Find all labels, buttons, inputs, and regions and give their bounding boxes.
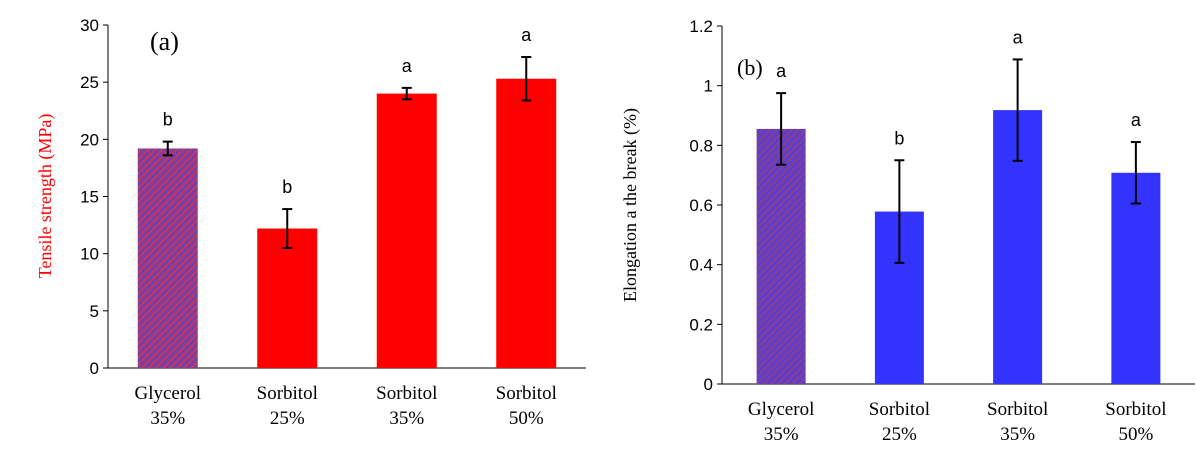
x-tick-label-line2: 25% xyxy=(882,424,917,445)
x-tick-label-line2: 35% xyxy=(764,424,799,445)
y-tick-label: 10 xyxy=(80,245,99,264)
significance-label: a xyxy=(521,25,532,45)
y-tick-label: 0 xyxy=(704,375,713,394)
significance-label: a xyxy=(776,61,787,81)
significance-label: a xyxy=(402,56,413,76)
chart-a: (a) Tensile strength (MPa) 0 5 10 15 20 25 30 b… xyxy=(35,16,586,429)
y-tick-label: 5 xyxy=(90,302,99,321)
panel-label-b: (b) xyxy=(737,55,763,80)
x-tick-label: Glycerol xyxy=(748,399,814,420)
y-tick-label: 25 xyxy=(80,73,99,92)
x-tick-label-line2: 35% xyxy=(389,408,424,429)
significance-label: b xyxy=(894,128,904,148)
y-tick-label: 20 xyxy=(80,130,99,149)
x-tick-label: Sorbitol xyxy=(1105,399,1166,420)
x-tick-label: Sorbitol xyxy=(869,399,930,420)
y-tick-label: 15 xyxy=(80,188,99,207)
x-tick-label: Sorbitol xyxy=(257,383,318,404)
bar xyxy=(137,148,198,368)
x-tick-label-line2: 50% xyxy=(1118,424,1153,445)
significance-label: a xyxy=(1013,27,1024,47)
x-tick-label-line2: 35% xyxy=(150,408,185,429)
bar xyxy=(756,128,806,384)
y-tick-label: 1.2 xyxy=(689,17,713,36)
y-tick-label: 0.2 xyxy=(689,315,713,334)
bar xyxy=(496,78,557,368)
x-tick-label: Sorbitol xyxy=(376,383,437,404)
significance-label: a xyxy=(1131,110,1142,130)
x-tick-label: Glycerol xyxy=(135,383,201,404)
x-tick-label: Sorbitol xyxy=(987,399,1048,420)
y-tick-label: 30 xyxy=(80,16,99,35)
significance-label: b xyxy=(163,110,173,130)
panel-label-a: (a) xyxy=(150,27,179,56)
bar xyxy=(1111,172,1161,384)
significance-label: b xyxy=(282,177,292,197)
chart-b: (b) Elongation a the break (%) 0 0.2 0.4 0.… xyxy=(620,17,1195,445)
bar xyxy=(257,228,318,368)
x-tick-label-line2: 50% xyxy=(509,408,544,429)
bar xyxy=(376,93,437,368)
x-tick-label-line2: 35% xyxy=(1000,424,1035,445)
y-tick-label: 0 xyxy=(90,359,99,378)
y-tick-label: 0.8 xyxy=(689,136,713,155)
x-tick-label-line2: 25% xyxy=(270,408,305,429)
y-tick-label: 1 xyxy=(704,77,713,96)
y-axis-label-a: Tensile strength (MPa) xyxy=(35,114,56,279)
y-tick-label: 0.6 xyxy=(689,196,713,215)
y-tick-label: 0.4 xyxy=(689,256,713,275)
x-tick-label: Sorbitol xyxy=(496,383,557,404)
y-axis-label-b: Elongation a the break (%) xyxy=(620,108,641,302)
